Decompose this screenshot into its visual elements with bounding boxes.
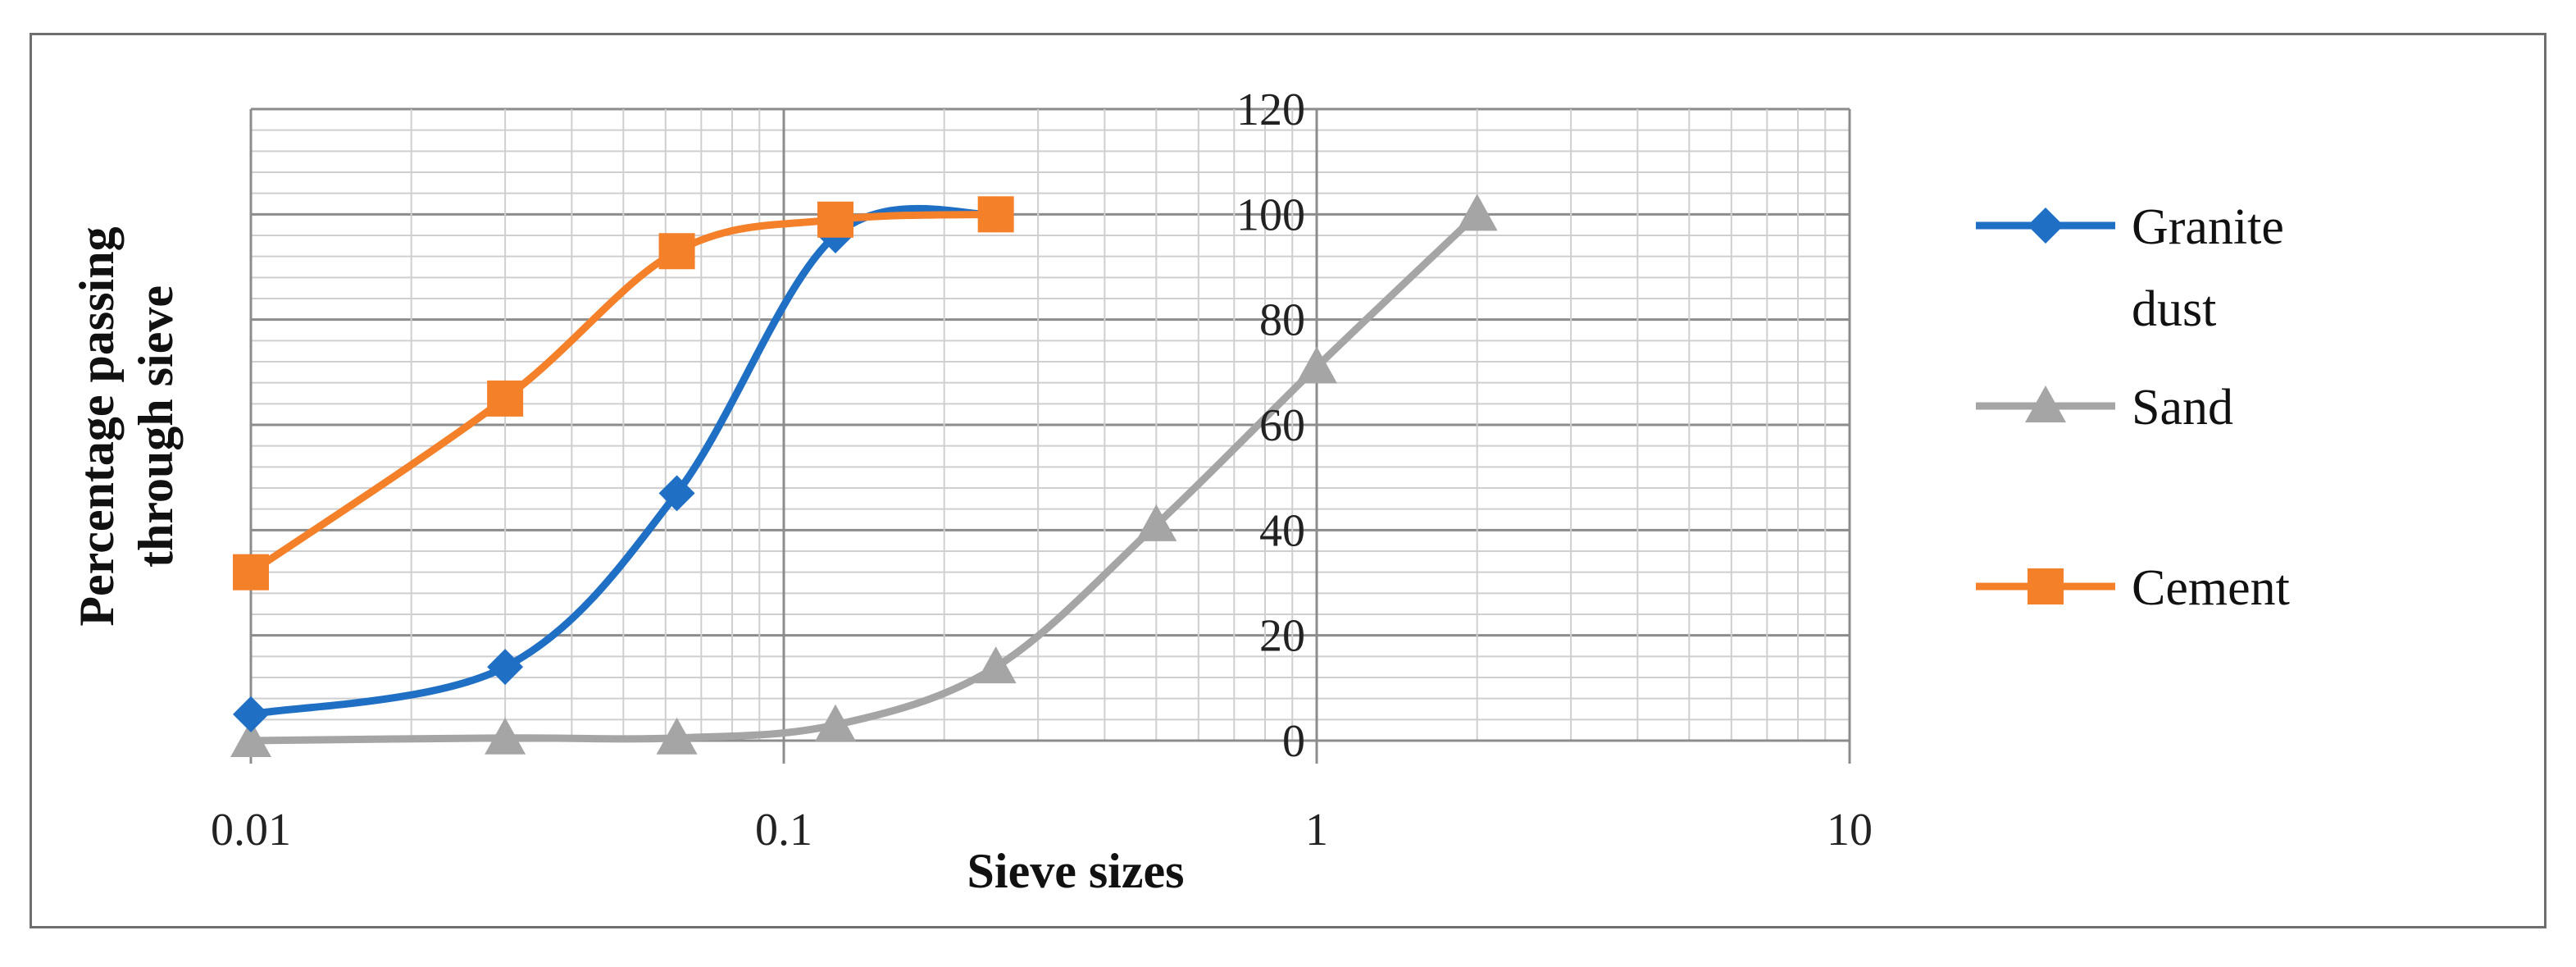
- y-tick-label: 80: [1259, 295, 1305, 346]
- legend-item-sand: Sand: [1976, 380, 2233, 436]
- x-tick-label: 0.1: [755, 805, 812, 855]
- x-tick-label: 0.01: [211, 805, 291, 855]
- legend-marker-sand: [2025, 385, 2066, 422]
- data-point-granite-dust: [658, 475, 695, 512]
- legend-label-granite-dust: dust: [2132, 281, 2216, 337]
- legend: Granite dust Sand Cement: [1976, 199, 2290, 616]
- data-point-cement: [817, 201, 853, 238]
- y-tick-label: 0: [1282, 716, 1305, 767]
- data-point-granite-dust: [487, 649, 524, 686]
- legend-item-granite-dust: Granite dust: [1976, 199, 2284, 337]
- series-layer: [230, 194, 1498, 757]
- data-point-sand: [485, 717, 526, 755]
- legend-label-sand: Sand: [2132, 380, 2233, 436]
- series-cement: [233, 196, 1014, 591]
- legend-item-cement: Cement: [1976, 560, 2290, 616]
- legend-label-granite-dust: Granite: [2132, 199, 2284, 255]
- series-line-cement: [247, 210, 1000, 577]
- data-point-granite-dust: [233, 696, 269, 732]
- y-tick-label: 120: [1236, 84, 1305, 135]
- data-point-sand: [656, 717, 698, 755]
- x-axis-title: Sieve sizes: [967, 844, 1185, 898]
- data-point-sand: [1136, 504, 1177, 541]
- data-point-cement: [487, 380, 524, 417]
- data-point-sand: [975, 646, 1017, 684]
- grid-layer: [249, 107, 1851, 764]
- legend-marker-granite-dust: [2028, 208, 2064, 244]
- y-tick-label: 60: [1259, 400, 1305, 451]
- y-axis-title-line-1: Percentage passing: [70, 226, 124, 626]
- series-sand: [230, 194, 1498, 757]
- y-tick-label: 100: [1236, 189, 1305, 240]
- legend-marker-cement: [2028, 568, 2064, 604]
- chart-frame: [30, 33, 2546, 928]
- data-point-cement: [233, 554, 269, 591]
- data-point-sand: [1456, 194, 1498, 231]
- y-tick-label: 40: [1259, 505, 1305, 556]
- data-point-sand: [814, 704, 856, 741]
- y-tick-label: 20: [1259, 611, 1305, 662]
- x-tick-label: 10: [1827, 805, 1873, 855]
- y-axis-title: Percentage passing through sieve: [70, 226, 183, 626]
- x-tick-label: 1: [1305, 805, 1328, 855]
- legend-label-cement: Cement: [2132, 560, 2290, 616]
- data-point-sand: [1296, 346, 1337, 384]
- data-point-cement: [658, 233, 695, 270]
- data-point-cement: [977, 196, 1014, 233]
- series-line-sand: [247, 210, 1481, 745]
- data-point-sand: [230, 720, 271, 757]
- y-axis-title-line-2: through sieve: [129, 285, 183, 568]
